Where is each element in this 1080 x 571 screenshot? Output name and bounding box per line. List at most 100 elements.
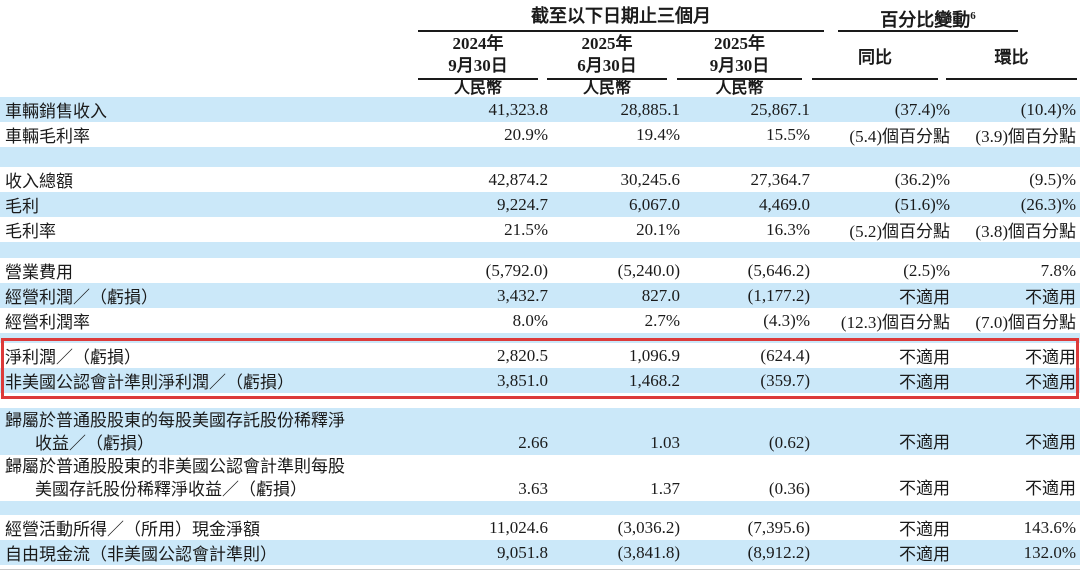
cell-value: 143.6%: [1023, 517, 1076, 537]
cell-value: 42,874.2: [488, 169, 549, 189]
row-label: 歸屬於普通股股東的每股美國存託股份稀釋淨 收益／（虧損）: [0, 409, 420, 455]
table-body: 車輛銷售收入 41,323.8 28,885.1 25,867.1 (37.4)% (10…: [0, 97, 1080, 565]
cell-value: 30,245.6: [620, 169, 681, 189]
cell-value: 28,885.1: [620, 99, 681, 119]
table-row: 經營活動所得／（所用）現金淨額 11,024.6 (3,036.2) (7,395.6…: [0, 515, 1080, 540]
cell-value: (9.5)%: [1029, 169, 1076, 189]
row-label: 歸屬於普通股股東的非美國公認會計準則每股美國存託股份稀釋淨收益／（虧損）: [0, 455, 420, 501]
column-group-percent-change: 百分比變動6: [838, 4, 1018, 32]
cell-value: 3.63: [518, 479, 548, 498]
row-label: 毛利: [5, 197, 39, 216]
cell-value: 不適用: [1025, 433, 1076, 452]
row-spacer: [0, 501, 1080, 515]
cell-value: (3,036.2): [617, 517, 680, 537]
row-label: 非美國公認會計準則淨利潤／（虧損）: [5, 373, 294, 392]
cell-value: 3,432.7: [497, 285, 548, 305]
percent-change-label: 百分比變動: [880, 10, 971, 30]
table-row: 自由現金流（非美國公認會計準則） 9,051.8 (3,841.8) (8,912.2…: [0, 540, 1080, 565]
row-label: 營業費用: [5, 263, 73, 282]
table-row: 非美國公認會計準則淨利潤／（虧損） 3,851.0 1,468.2 (359.7) 不適…: [0, 368, 1080, 393]
cell-value: (10.4)%: [1020, 99, 1076, 119]
cell-value: (2.5)%: [903, 260, 950, 280]
currency-label: 人民幣: [453, 80, 502, 97]
cell-value: 21.5%: [504, 219, 548, 239]
cell-value: 2.7%: [644, 310, 680, 330]
cell-value: 827.0: [641, 285, 680, 305]
cell-value: (624.4): [760, 345, 810, 365]
cell-value: 41,323.8: [488, 99, 549, 119]
cell-value: (0.62): [768, 433, 810, 452]
table-row: 經營利潤／（虧損） 3,432.7 827.0 (1,177.2) 不適用 不適用: [0, 283, 1080, 308]
cell-value: 9,051.8: [497, 542, 548, 562]
row-spacer: [0, 333, 1080, 343]
table-row: 淨利潤／（虧損） 2,820.5 1,096.9 (624.4) 不適用 不適用: [0, 343, 1080, 368]
cell-value: 2.66: [518, 433, 548, 452]
row-spacer: [0, 242, 1080, 258]
cell-value: (5,792.0): [485, 260, 548, 280]
cell-value: 7.8%: [1040, 260, 1076, 280]
cell-value: 不適用: [899, 433, 950, 452]
row-label: 經營活動所得／（所用）現金淨額: [5, 520, 260, 539]
cell-value: (7,395.6): [747, 517, 810, 537]
cell-value: (5,240.0): [617, 260, 680, 280]
cell-value: (1,177.2): [747, 285, 810, 305]
cell-value: 1.37: [650, 479, 680, 498]
cell-value: 不適用: [1025, 348, 1076, 367]
row-spacer: [0, 147, 1080, 167]
cell-value: 不適用: [899, 373, 950, 392]
cell-value: (3,841.8): [617, 542, 680, 562]
cell-value: 不適用: [1025, 288, 1076, 307]
row-label: 淨利潤／（虧損）: [5, 348, 141, 367]
cell-value: (3.9)個百分點: [975, 127, 1076, 146]
row-label-line1: 歸屬於普通股股東的每股美國存託股份稀釋淨: [5, 411, 345, 430]
cell-value: 不適用: [899, 479, 950, 498]
cell-value: 不適用: [1025, 479, 1076, 498]
table-row: 車輛銷售收入 41,323.8 28,885.1 25,867.1 (37.4)% (10…: [0, 97, 1080, 122]
row-label-line1: 歸屬於普通股股東的非美國公認會計準則每股: [5, 457, 345, 476]
cell-value: (26.3)%: [1020, 194, 1076, 214]
cell-value: 不適用: [899, 288, 950, 307]
cell-value: 6,067.0: [629, 194, 680, 214]
column-day: 6月30日: [577, 56, 637, 75]
cell-value: 4,469.0: [759, 194, 810, 214]
cell-value: (5.2)個百分點: [849, 222, 950, 241]
row-label-line2: 美國存託股份稀釋淨收益／（虧損）: [35, 480, 307, 499]
cell-value: 1,468.2: [629, 370, 680, 390]
column-year: 2025年: [581, 34, 633, 53]
footnote-ref-6: 6: [970, 10, 976, 22]
column-header-2025-06-30: 2025年 6月30日: [547, 33, 667, 80]
table-row: 歸屬於普通股股東的非美國公認會計準則每股美國存託股份稀釋淨收益／（虧損） 3.63…: [0, 455, 1080, 501]
cell-value: 16.3%: [766, 219, 810, 239]
cell-value: (3.8)個百分點: [975, 222, 1076, 241]
table-row: 毛利率 21.5% 20.1% 16.3% (5.2)個百分點 (3.8)個百分點: [0, 217, 1080, 242]
cell-value: 27,364.7: [750, 169, 811, 189]
cell-value: 25,867.1: [750, 99, 811, 119]
row-label: 毛利率: [5, 222, 56, 241]
table-row: 收入總額 42,874.2 30,245.6 27,364.7 (36.2)% (9.5)…: [0, 167, 1080, 192]
cell-value: 20.1%: [636, 219, 680, 239]
cell-value: 1,096.9: [629, 345, 680, 365]
cell-value: (4.3)%: [763, 310, 810, 330]
cell-value: (8,912.2): [747, 542, 810, 562]
cell-value: 不適用: [899, 348, 950, 367]
row-label: 經營利潤／（虧損）: [5, 288, 158, 307]
row-label: 收入總額: [5, 172, 73, 191]
cell-value: 8.0%: [512, 310, 548, 330]
cell-value: 19.4%: [636, 124, 680, 144]
cell-value: 2,820.5: [497, 345, 548, 365]
table-row: 營業費用 (5,792.0) (5,240.0) (5,646.2) (2.5)% 7.8…: [0, 258, 1080, 283]
cell-value: 1.03: [650, 433, 680, 452]
cell-value: (51.6)%: [894, 194, 950, 214]
column-year: 2024年: [452, 34, 504, 53]
column-header-2024-09-30: 2024年 9月30日: [418, 33, 538, 80]
column-header-qoq: 環比: [946, 33, 1077, 80]
cell-value: 不適用: [899, 520, 950, 539]
cell-value: (0.36): [768, 479, 810, 498]
column-group-period: 截至以下日期止三個月: [418, 4, 824, 32]
table-row: 經營利潤率 8.0% 2.7% (4.3)% (12.3)個百分點 (7.0)個百分點: [0, 308, 1080, 333]
column-header-yoy: 同比: [812, 33, 938, 80]
cell-value: (36.2)%: [894, 169, 950, 189]
column-day: 9月30日: [709, 56, 770, 75]
table-row: 車輛毛利率 20.9% 19.4% 15.5% (5.4)個百分點 (3.9)個百分點: [0, 122, 1080, 147]
row-spacer: [0, 393, 1080, 408]
